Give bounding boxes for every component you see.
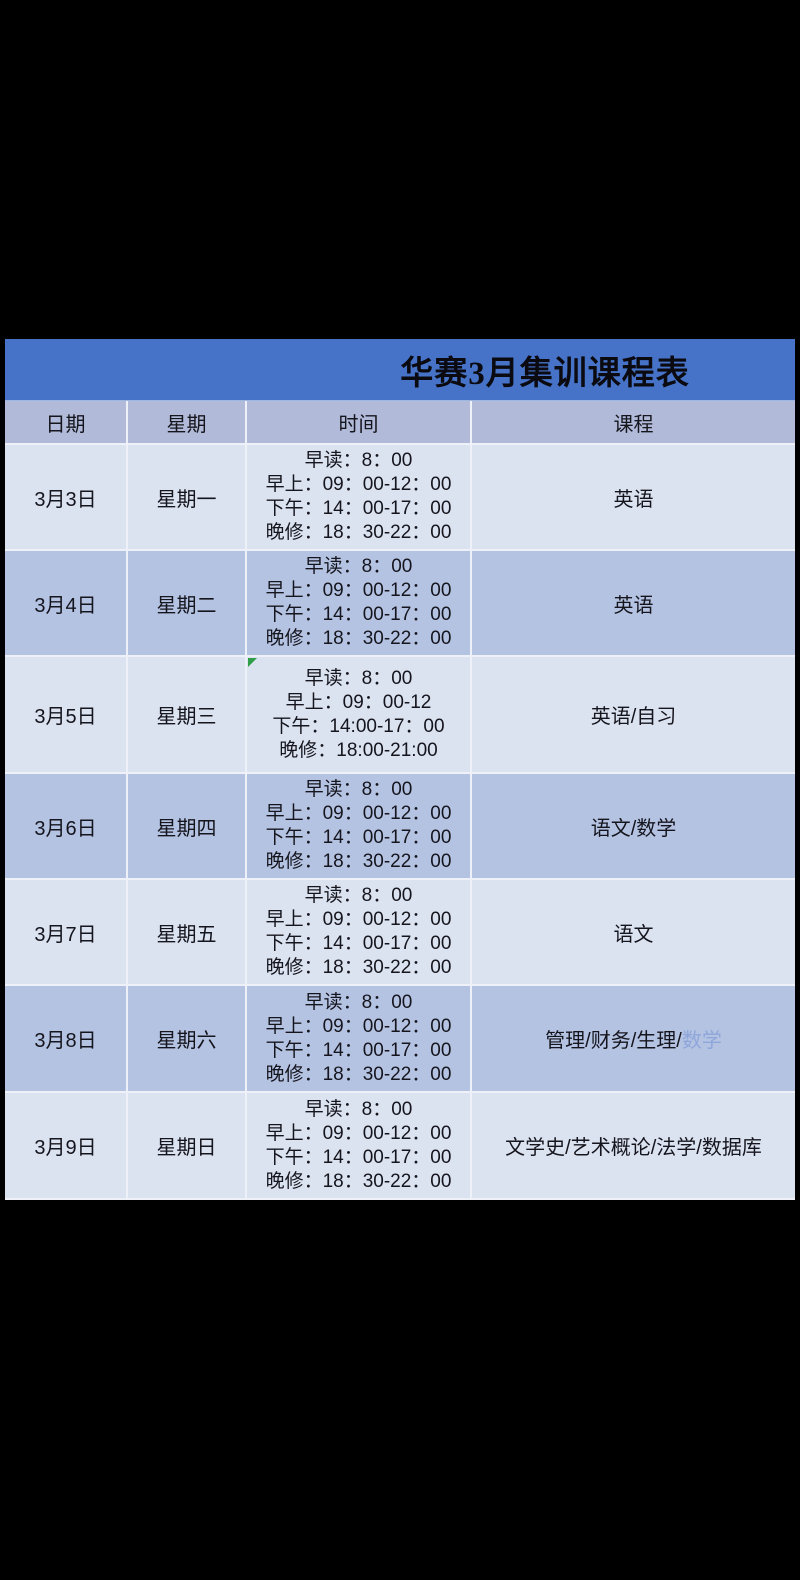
time-line: 早读：8：00 [304,1098,413,1120]
course-text: 管理/财务/生理/ [545,1030,682,1052]
time-line: 早上：09：00-12 [285,691,432,713]
time-line: 早读：8：00 [304,991,413,1013]
table-row: 3月9日 星期日 早读：8：00 早上：09：00-12：00 下午：14：00… [5,1093,795,1200]
table-row: 3月6日 星期四 早读：8：00 早上：09：00-12：00 下午：14：00… [5,774,795,880]
time-line: 晚修：18：30-22：00 [265,628,452,649]
weekday-cell: 星期五 [128,880,247,984]
course-cell: 语文/数学 [590,817,677,840]
table-header-row: 日期 星期 时间 课程 [5,401,795,445]
cell-corner-flag-icon [248,658,257,667]
time-line: 晚修：18：30-22：00 [265,1170,452,1192]
date-cell: 3月7日 [5,880,128,984]
table-row: 3月8日 星期六 早读：8：00 早上：09：00-12：00 下午：14：00… [5,986,795,1093]
time-line: 下午：14：00-17：00 [265,1039,452,1061]
date-cell: 3月5日 [5,657,128,772]
time-cell: 早读：8：00 早上：09：00-12：00 下午：14：00-17：00 晚修… [247,1093,472,1198]
date-cell: 3月3日 [5,445,128,549]
table-row: 3月4日 星期二 早读：8：00 早上：09：00-12：00 下午：14：00… [5,551,795,657]
time-line: 下午：14：00-17：00 [265,933,452,954]
time-line: 早上：09：00-12：00 [265,803,452,824]
time-line: 早读：8：00 [304,885,413,906]
time-line: 早上：09：00-12：00 [265,580,452,601]
weekday-cell: 星期日 [128,1093,247,1198]
time-line: 早上：09：00-12：00 [265,1122,452,1144]
header-weekday: 星期 [128,401,247,443]
header-time: 时间 [247,401,472,443]
date-cell: 3月4日 [5,551,128,655]
time-cell: 早读：8：00 早上：09：00-12：00 下午：14：00-17：00 晚修… [247,880,472,984]
table-row: 3月3日 星期一 早读：8：00 早上：09：00-12：00 下午：14：00… [5,445,795,551]
course-cell: 语文 [613,923,654,946]
time-line: 晚修：18：30-22：00 [265,851,452,872]
time-line: 下午：14：00-17：00 [265,498,452,519]
time-cell: 早读：8：00 早上：09：00-12：00 下午：14：00-17：00 晚修… [247,774,472,878]
date-cell: 3月9日 [5,1093,128,1198]
time-line: 早读：8：00 [304,450,413,471]
header-course: 课程 [613,413,654,436]
weekday-cell: 星期四 [128,774,247,878]
time-line: 下午：14：00-17：00 [265,604,452,625]
course-cell: 文学史/艺术概论/法学/数据库 [505,1137,762,1159]
time-line: 下午：14：00-17：00 [265,1146,452,1168]
weekday-cell: 星期六 [128,986,247,1091]
table-row: 3月7日 星期五 早读：8：00 早上：09：00-12：00 下午：14：00… [5,880,795,986]
weekday-cell: 星期一 [128,445,247,549]
time-line: 下午：14：00-17：00 [265,827,452,848]
time-line: 早上：09：00-12：00 [265,909,452,930]
time-line: 早读：8：00 [304,779,413,800]
time-cell: 早读：8：00 早上：09：00-12：00 下午：14：00-17：00 晚修… [247,445,472,549]
course-text-highlight: 数学 [681,1030,722,1052]
table-title-bar: 华赛3月集训课程表 [5,339,795,401]
time-line: 晚修：18：30-22：00 [265,522,452,543]
time-line: 下午：14:00-17：00 [272,715,445,737]
time-line: 晚修：18：30-22：00 [265,1063,452,1085]
weekday-cell: 星期三 [128,657,247,772]
time-line: 晚修：18:00-21:00 [279,739,438,761]
schedule-table: 华赛3月集训课程表 日期 星期 时间 课程 3月3日 星期一 早读：8：00 早… [5,339,795,1200]
time-cell: 早读：8：00 早上：09：00-12：00 下午：14：00-17：00 晚修… [247,986,472,1091]
time-cell: 早读：8：00 早上：09：00-12 下午：14:00-17：00 晚修：18… [247,657,472,772]
time-line: 早读：8：00 [304,667,413,689]
course-cell: 英语 [613,594,654,617]
course-cell: 管理/财务/生理/数学 [472,986,795,1091]
table-row: 3月5日 星期三 早读：8：00 早上：09：00-12 下午：14:00-17… [5,657,795,774]
date-cell: 3月8日 [5,986,128,1091]
course-cell: 英语 [613,488,654,511]
page-title: 华赛3月集训课程表 [400,355,690,392]
time-line: 早读：8：00 [304,556,413,577]
time-cell: 早读：8：00 早上：09：00-12：00 下午：14：00-17：00 晚修… [247,551,472,655]
header-date: 日期 [5,401,128,443]
time-line: 晚修：18：30-22：00 [265,957,452,978]
weekday-cell: 星期二 [128,551,247,655]
time-line: 早上：09：00-12：00 [265,474,452,495]
date-cell: 3月6日 [5,774,128,878]
course-cell: 英语/自习 [590,706,677,728]
time-line: 早上：09：00-12：00 [265,1015,452,1037]
